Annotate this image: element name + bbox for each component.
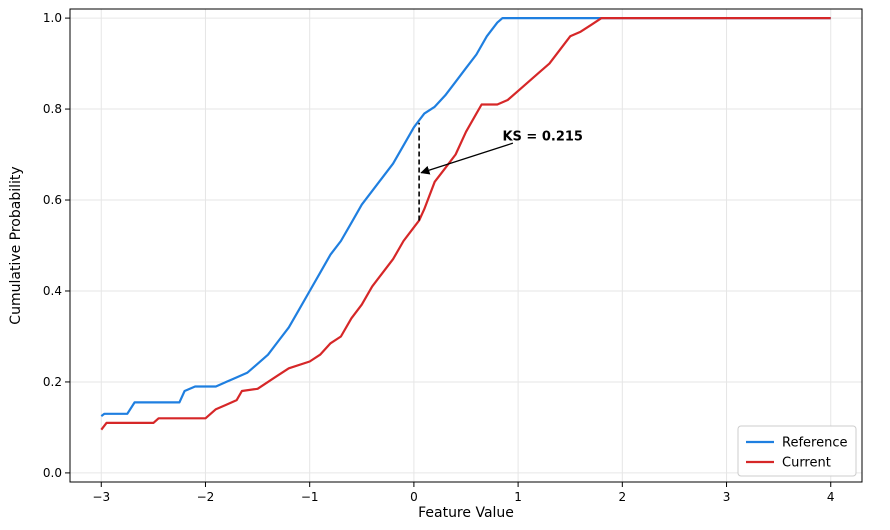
x-tick-label: −2 [197,490,215,504]
legend-label: Current [782,456,831,471]
x-tick-label: 2 [618,490,626,504]
x-axis: −3 −2 −1 0 1 2 3 4 [92,482,835,504]
y-axis: 0.0 0.2 0.4 0.6 0.8 1.0 [43,11,70,480]
y-tick-label: 0.0 [43,466,62,480]
y-tick-label: 0.6 [43,193,62,207]
series-layer [100,17,831,431]
series-line-current [100,17,831,431]
x-tick-label: −1 [301,490,319,504]
ks-annotation: KS = 0.215 [418,122,583,221]
ks-arrow [420,142,514,175]
series-line-reference [100,17,831,417]
x-tick-label: 1 [514,490,522,504]
plot-frame [69,8,863,483]
legend-box [737,425,857,477]
y-tick-label: 1.0 [43,11,62,25]
y-tick-label: 0.2 [43,375,62,389]
x-tick-label: 4 [827,490,835,504]
y-tick-label: 0.4 [43,284,62,298]
x-tick-label: 0 [410,490,418,504]
y-axis-label: Cumulative Probability [8,166,24,324]
legend-label: Reference [782,436,847,451]
x-tick-label: −3 [92,490,110,504]
grid [70,9,862,482]
y-tick-label: 0.8 [43,102,62,116]
x-tick-label: 3 [723,490,731,504]
legend: Reference Current [737,425,857,477]
x-axis-label: Feature Value [418,505,514,521]
ks-label: KS = 0.215 [502,129,583,144]
